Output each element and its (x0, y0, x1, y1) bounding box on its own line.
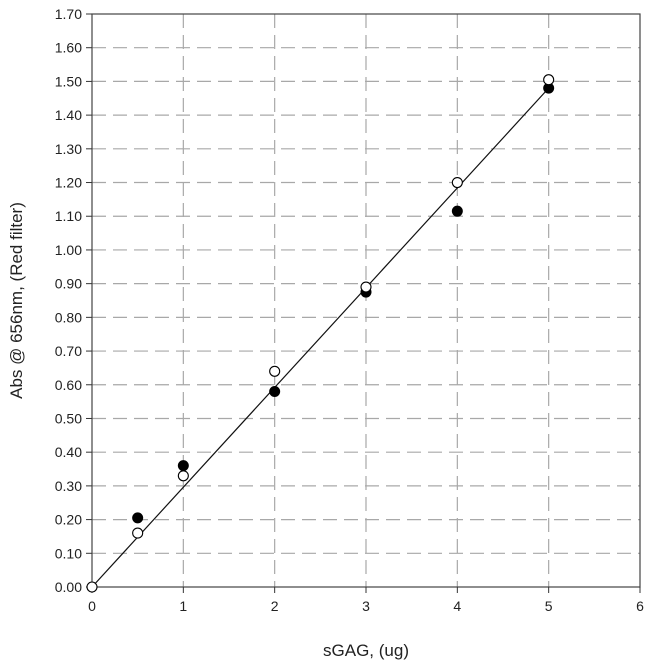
filled-data-point (269, 386, 281, 398)
y-tick-label: 0.30 (55, 478, 82, 494)
trendline-layer (91, 87, 550, 588)
open-data-point (269, 365, 281, 377)
y-tick-label: 0.80 (55, 309, 82, 325)
grid-layer (92, 14, 640, 587)
y-tick-label: 1.60 (55, 40, 82, 56)
y-tick-label: 0.60 (55, 377, 82, 393)
y-tick-label: 1.30 (55, 141, 82, 157)
y-tick-label: 1.40 (55, 107, 82, 123)
open-data-point (360, 281, 372, 293)
y-tick-label: 0.20 (55, 512, 82, 528)
x-tick-label: 3 (362, 598, 370, 614)
tick-layer: 0.00 0.10 0.20 0.30 0.40 0.50 0.60 0.70 0.80 0.90… (55, 6, 644, 614)
y-tick-label: 0.10 (55, 545, 82, 561)
open-data-point (543, 74, 555, 86)
y-tick-label: 0.40 (55, 444, 82, 460)
filled-data-point (177, 460, 189, 472)
y-tick-label: 0.50 (55, 410, 82, 426)
filled-data-point (132, 512, 144, 524)
x-tick-label: 2 (271, 598, 279, 614)
open-data-point (132, 527, 144, 539)
x-axis-title: sGAG, (ug) (323, 641, 409, 660)
y-tick-label: 1.20 (55, 175, 82, 191)
y-tick-label: 1.50 (55, 73, 82, 89)
x-tick-label: 4 (453, 598, 461, 614)
y-tick-label: 0.90 (55, 276, 82, 292)
x-tick-label: 5 (545, 598, 553, 614)
y-tick-label: 1.00 (55, 242, 82, 258)
y-tick-label: 1.10 (55, 208, 82, 224)
y-tick-label: 1.70 (55, 6, 82, 22)
y-tick-label: 0.00 (55, 579, 82, 595)
x-tick-label: 1 (179, 598, 187, 614)
filled-data-point (451, 205, 463, 217)
data-points-layer (86, 74, 555, 593)
linear-trendline (91, 87, 550, 588)
x-tick-label: 0 (88, 598, 96, 614)
x-tick-label: 6 (636, 598, 644, 614)
open-data-point (86, 581, 98, 593)
y-axis-title: Abs @ 656nm, (Red filter) (7, 202, 26, 399)
open-data-point (451, 176, 463, 189)
open-data-point (177, 470, 189, 482)
y-tick-label: 0.70 (55, 343, 82, 359)
